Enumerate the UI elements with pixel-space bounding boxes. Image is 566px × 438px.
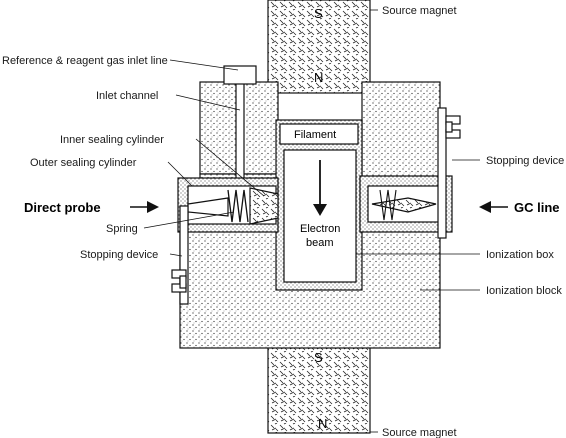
label-stopping-device-left: Stopping device [80, 249, 158, 261]
source-magnet-bottom [267, 342, 371, 434]
inner-sealing-cylinder [249, 187, 279, 225]
label-outer-sealing: Outer sealing cylinder [30, 157, 137, 169]
label-source-magnet-top: Source magnet [382, 5, 457, 17]
label-stopping-device-right: Stopping device [486, 155, 564, 167]
electron-beam-arrow [313, 160, 327, 216]
label-direct-probe: Direct probe [24, 200, 101, 215]
inlet-channel [235, 81, 245, 183]
label-spring: Spring [106, 223, 138, 235]
electron-beam-label: Electron [300, 223, 340, 235]
label-inlet-channel: Inlet channel [96, 90, 158, 102]
label-source-magnet-bottom: Source magnet [382, 427, 457, 438]
gc-line-assembly [359, 175, 453, 233]
label-ionization-box: Ionization box [486, 249, 554, 261]
filament [279, 123, 359, 145]
leader-lines [143, 9, 480, 433]
label-reference-gas: Reference & reagent gas inlet line [2, 55, 168, 67]
stopping-device-left [171, 205, 189, 305]
source-magnet-top [267, 0, 371, 94]
electron-beam-label: beam [306, 237, 334, 249]
label-inner-sealing: Inner sealing cylinder [60, 134, 164, 146]
label-gc-line: GC line [514, 200, 560, 215]
pole-label: N [314, 70, 323, 85]
pole-label: N [318, 416, 327, 431]
label-ionization-block: Ionization block [486, 285, 562, 297]
spring [227, 189, 249, 223]
pole-label: S [314, 350, 323, 365]
filament-label: Filament [294, 129, 336, 141]
stopping-device-right [437, 107, 461, 239]
pole-label: S [314, 6, 323, 21]
gas-inlet-tube [223, 65, 257, 85]
